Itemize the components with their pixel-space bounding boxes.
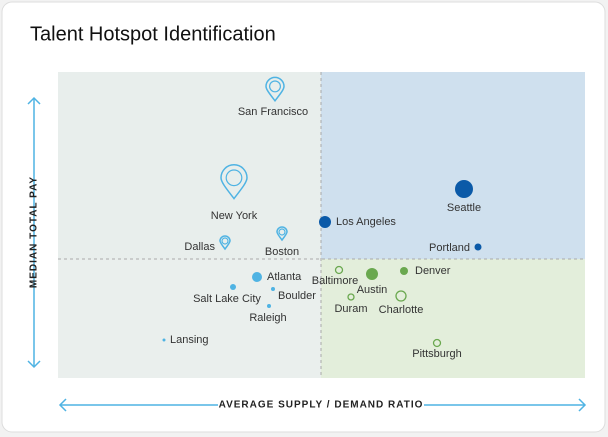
pin-marker: [265, 76, 285, 103]
city-label: Austin: [357, 284, 388, 296]
y-arrow: [27, 96, 41, 369]
dot-marker: [271, 287, 275, 291]
city-label: Portland: [429, 242, 470, 254]
dot-marker: [474, 243, 482, 251]
city-label: Los Angeles: [336, 216, 396, 228]
ring-marker: [334, 265, 344, 275]
dot-marker: [252, 272, 262, 282]
label-bg: [218, 396, 424, 414]
city-label: Lansing: [170, 334, 209, 346]
quadrant: [321, 259, 585, 378]
ring-marker: [432, 338, 442, 348]
dot-marker: [319, 216, 331, 228]
city-label: Denver: [415, 265, 451, 277]
city-label: Charlotte: [379, 304, 424, 316]
quadrant: [58, 259, 321, 378]
chart-title: Talent Hotspot Identification: [30, 23, 276, 45]
city-label: Pittsburgh: [412, 348, 462, 360]
city-label: Raleigh: [249, 312, 286, 324]
pin-inner: [278, 228, 286, 236]
city-label: San Francisco: [238, 106, 308, 118]
city-label: Atlanta: [267, 271, 302, 283]
city-label: Duram: [334, 303, 367, 315]
dot-marker: [267, 304, 271, 308]
y-axis-label: MEDIAN TOTAL PAY: [29, 176, 40, 288]
city-label: New York: [211, 210, 258, 222]
x-axis-label: AVERAGE SUPPLY / DEMAND RATIO: [219, 400, 424, 411]
dot-marker: [455, 180, 473, 198]
ring-marker: [347, 293, 355, 301]
city-label: Boulder: [278, 290, 316, 302]
city-label: Baltimore: [312, 275, 358, 287]
pin-marker: [276, 226, 288, 242]
pin-marker: [220, 164, 248, 200]
dot-marker: [400, 267, 408, 275]
pin-inner: [221, 237, 229, 245]
city-label: Dallas: [184, 241, 215, 253]
city-label: Boston: [265, 246, 299, 258]
dot-marker: [162, 338, 166, 342]
ring-marker: [395, 290, 407, 302]
pin-marker: [219, 235, 231, 251]
city-label: Salt Lake City: [193, 293, 261, 305]
dot-marker: [366, 268, 378, 280]
pin-inner: [269, 80, 282, 93]
city-label: Seattle: [447, 202, 481, 214]
quadrant: [321, 72, 585, 259]
pin-inner: [225, 169, 243, 187]
quadrant: [58, 72, 321, 259]
dot-marker: [230, 284, 236, 290]
